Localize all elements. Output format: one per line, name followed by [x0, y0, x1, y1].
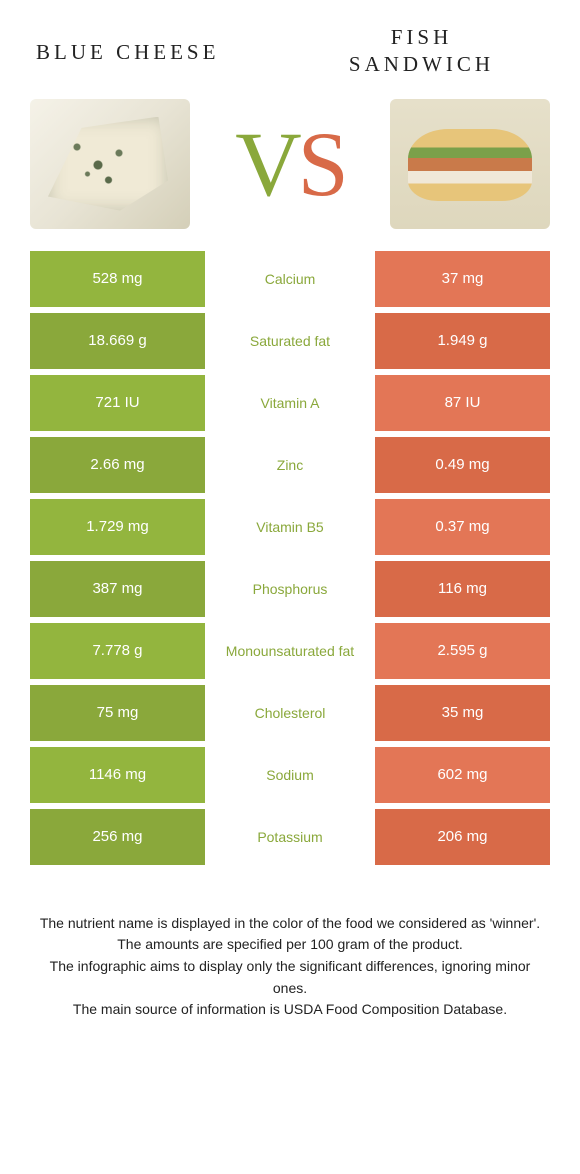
right-value-cell: 116 mg	[375, 561, 550, 617]
left-value-cell: 1.729 mg	[30, 499, 205, 555]
nutrient-label: Monounsaturated fat	[205, 623, 375, 679]
right-value-cell: 37 mg	[375, 251, 550, 307]
footer-line-4: The main source of information is USDA F…	[36, 999, 544, 1021]
left-value-cell: 75 mg	[30, 685, 205, 741]
nutrient-label: Vitamin A	[205, 375, 375, 431]
left-food-title: BLUE CHEESE	[30, 24, 293, 65]
nutrient-label: Calcium	[205, 251, 375, 307]
table-row: 75 mgCholesterol35 mg	[30, 685, 550, 741]
table-row: 18.669 gSaturated fat1.949 g	[30, 313, 550, 369]
right-value-cell: 2.595 g	[375, 623, 550, 679]
images-row: VS	[0, 89, 580, 251]
left-value-cell: 1146 mg	[30, 747, 205, 803]
footer-line-2: The amounts are specified per 100 gram o…	[36, 934, 544, 956]
left-value-cell: 721 IU	[30, 375, 205, 431]
title-row: BLUE CHEESE FISH SANDWICH	[0, 0, 580, 89]
left-value-cell: 387 mg	[30, 561, 205, 617]
table-row: 1146 mgSodium602 mg	[30, 747, 550, 803]
nutrient-label: Zinc	[205, 437, 375, 493]
right-value-cell: 1.949 g	[375, 313, 550, 369]
right-value-cell: 206 mg	[375, 809, 550, 865]
left-value-cell: 18.669 g	[30, 313, 205, 369]
footer-line-1: The nutrient name is displayed in the co…	[36, 913, 544, 935]
fish-sandwich-image	[390, 99, 550, 229]
nutrient-label: Saturated fat	[205, 313, 375, 369]
right-title-line2: SANDWICH	[349, 52, 494, 76]
left-value-cell: 2.66 mg	[30, 437, 205, 493]
nutrient-label: Cholesterol	[205, 685, 375, 741]
table-row: 7.778 gMonounsaturated fat2.595 g	[30, 623, 550, 679]
right-food-title: FISH SANDWICH	[293, 24, 550, 79]
table-row: 528 mgCalcium37 mg	[30, 251, 550, 307]
table-row: 1.729 mgVitamin B50.37 mg	[30, 499, 550, 555]
nutrient-label: Sodium	[205, 747, 375, 803]
right-title-line1: FISH	[391, 25, 453, 49]
right-value-cell: 602 mg	[375, 747, 550, 803]
left-value-cell: 7.778 g	[30, 623, 205, 679]
vs-v-letter: V	[235, 118, 297, 210]
nutrient-label: Phosphorus	[205, 561, 375, 617]
vs-s-letter: S	[298, 118, 345, 210]
left-value-cell: 528 mg	[30, 251, 205, 307]
vs-label: VS	[235, 118, 345, 210]
table-row: 256 mgPotassium206 mg	[30, 809, 550, 865]
right-value-cell: 0.37 mg	[375, 499, 550, 555]
table-row: 2.66 mgZinc0.49 mg	[30, 437, 550, 493]
nutrient-table: 528 mgCalcium37 mg18.669 gSaturated fat1…	[0, 251, 580, 865]
table-row: 721 IUVitamin A87 IU	[30, 375, 550, 431]
nutrient-label: Vitamin B5	[205, 499, 375, 555]
blue-cheese-image	[30, 99, 190, 229]
footer-notes: The nutrient name is displayed in the co…	[0, 871, 580, 1021]
footer-line-3: The infographic aims to display only the…	[36, 956, 544, 999]
right-value-cell: 0.49 mg	[375, 437, 550, 493]
right-value-cell: 35 mg	[375, 685, 550, 741]
nutrient-label: Potassium	[205, 809, 375, 865]
right-value-cell: 87 IU	[375, 375, 550, 431]
left-value-cell: 256 mg	[30, 809, 205, 865]
table-row: 387 mgPhosphorus116 mg	[30, 561, 550, 617]
infographic-container: BLUE CHEESE FISH SANDWICH VS 528 mgCalci…	[0, 0, 580, 1174]
